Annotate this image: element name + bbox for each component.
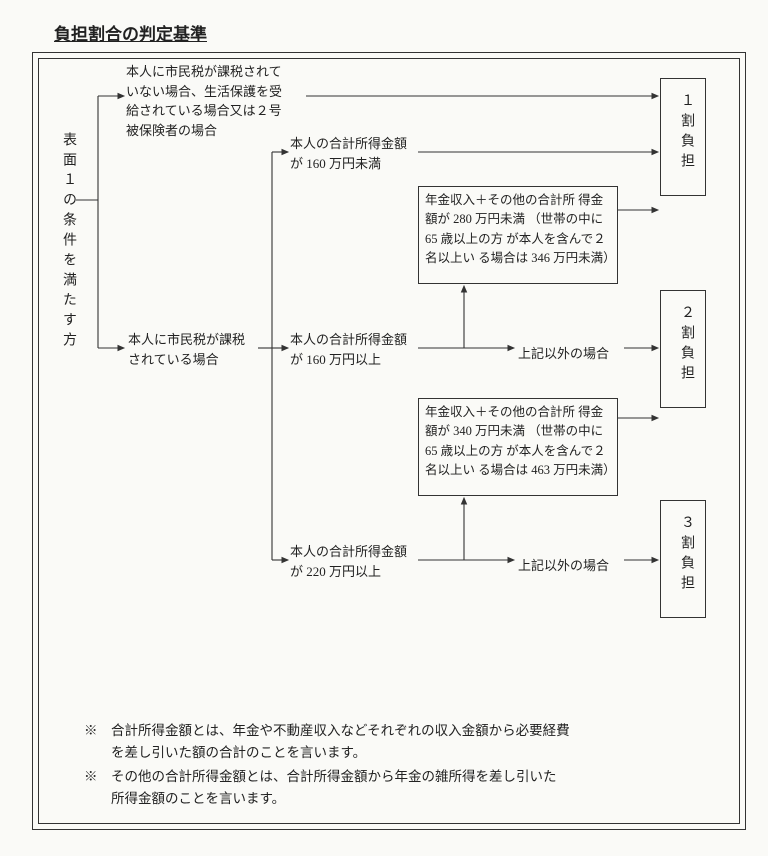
page-title: 負担割合の判定基準 <box>54 20 207 45</box>
pension-box-1: 年金収入＋その他の合計所 得金額が 280 万円未満 （世帯の中に 65 歳以上… <box>418 186 618 284</box>
out-box-2: ２割負担 <box>660 290 706 408</box>
out-label-3: ３割負担 <box>676 515 696 595</box>
page: 負担割合の判定基準 表面１の条件を満たす方 本人に市民税が課税されて いない場合… <box>0 0 768 856</box>
other-case-1: 上記以外の場合 <box>518 344 609 364</box>
income-220-over: 本人の合計所得金額 が 220 万円以上 <box>290 542 407 581</box>
income-160-under: 本人の合計所得金額 が 160 万円未満 <box>290 134 407 173</box>
root-label: 表面１の条件を満たす方 <box>58 132 78 352</box>
footnote-1: ※ 合計所得金額とは、年金や不動産収入などそれぞれの収入金額から必要経費 を差し… <box>84 720 570 763</box>
out-label-2: ２割負担 <box>676 305 696 385</box>
income-160-over: 本人の合計所得金額 が 160 万円以上 <box>290 330 407 369</box>
branch-not-taxed: 本人に市民税が課税されて いない場合、生活保護を受 給されている場合又は２号 被… <box>126 62 282 140</box>
out-box-1: １割負担 <box>660 78 706 196</box>
other-case-2: 上記以外の場合 <box>518 556 609 576</box>
out-label-1: １割負担 <box>676 93 696 173</box>
pension-box-2: 年金収入＋その他の合計所 得金額が 340 万円未満 （世帯の中に 65 歳以上… <box>418 398 618 496</box>
footnote-2: ※ その他の合計所得金額とは、合計所得金額から年金の雑所得を差し引いた 所得金額… <box>84 766 557 809</box>
branch-taxed: 本人に市民税が課税 されている場合 <box>128 330 245 369</box>
out-box-3: ３割負担 <box>660 500 706 618</box>
